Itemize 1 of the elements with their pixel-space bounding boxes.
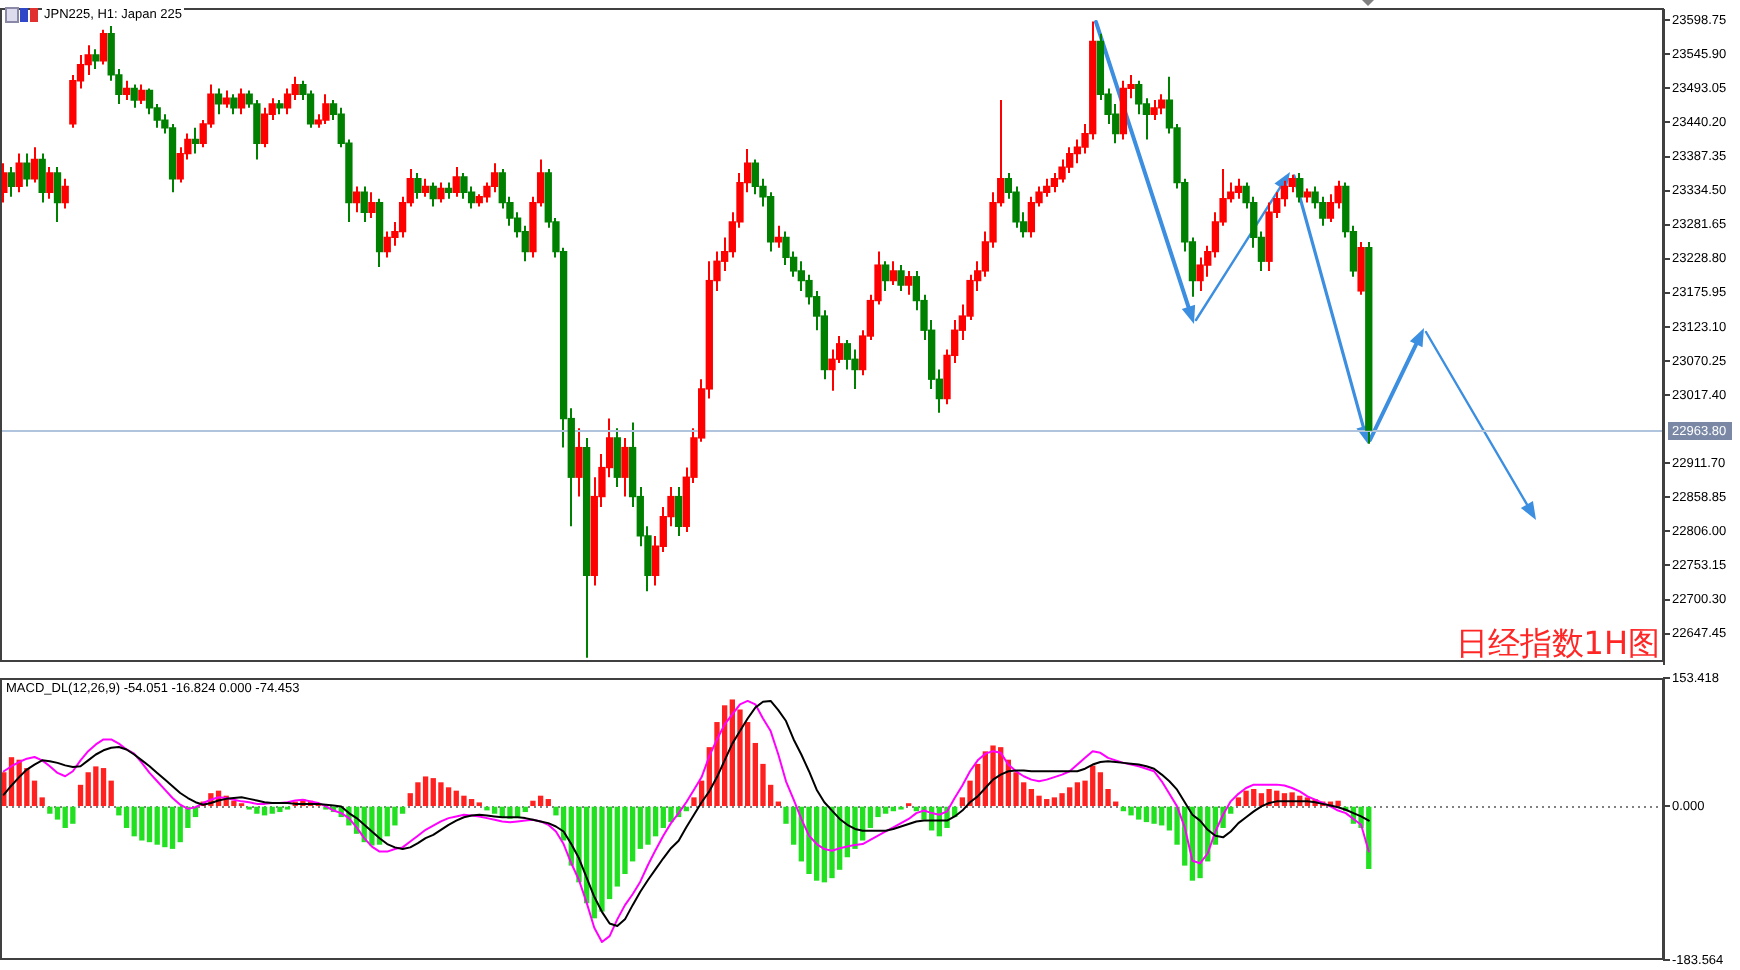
annotation: 日经指数1H图	[1455, 624, 1660, 662]
